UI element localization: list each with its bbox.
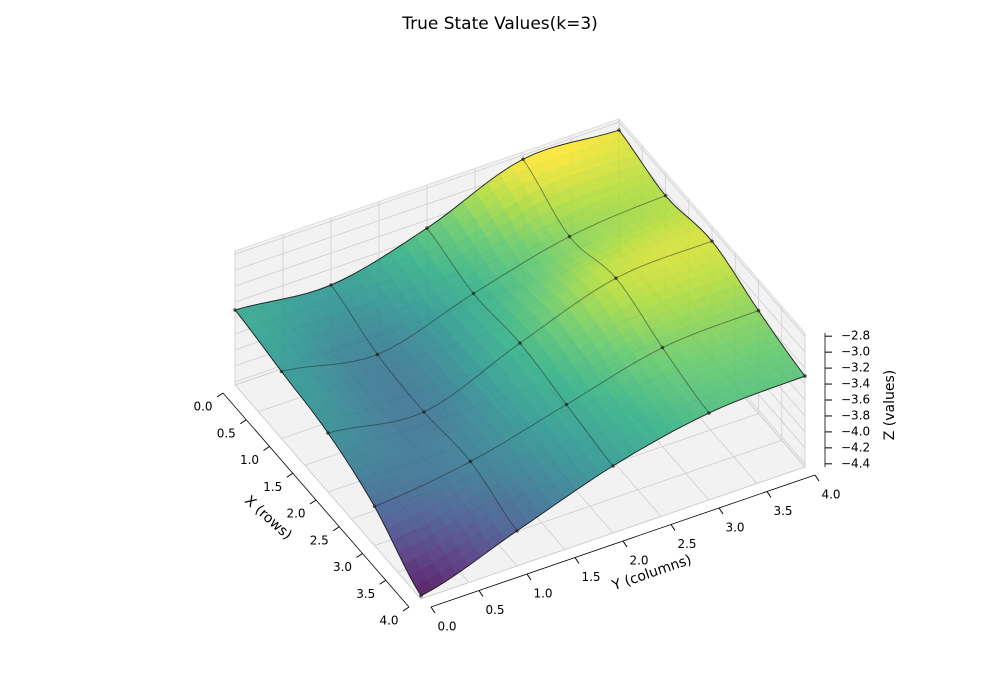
y-tick bbox=[574, 557, 580, 564]
data-point bbox=[567, 234, 572, 239]
data-point bbox=[614, 276, 618, 280]
y-tick-label: 2.5 bbox=[677, 537, 696, 551]
data-point bbox=[518, 341, 522, 345]
surface bbox=[234, 129, 806, 597]
data-point bbox=[521, 157, 525, 161]
y-tick bbox=[622, 540, 628, 548]
data-point bbox=[422, 410, 426, 414]
z-axis-label: Z (values) bbox=[882, 370, 898, 441]
data-point bbox=[611, 464, 615, 468]
z-tick-label: −3.4 bbox=[841, 377, 870, 391]
data-point bbox=[279, 369, 284, 374]
x-tick-label: 2.5 bbox=[310, 533, 329, 547]
x-tick-label: 1.5 bbox=[263, 480, 282, 494]
x-tick bbox=[402, 606, 410, 612]
x-tick-label: 3.0 bbox=[333, 560, 352, 574]
chart-title: True State Values(k=3) bbox=[401, 14, 598, 34]
x-tick-label: 0.5 bbox=[217, 426, 236, 440]
z-tick-label: −3.8 bbox=[841, 408, 870, 422]
z-tick-label: −4.4 bbox=[841, 456, 870, 470]
y-tick bbox=[766, 491, 772, 498]
data-point bbox=[329, 283, 333, 287]
data-point bbox=[419, 594, 423, 598]
y-tick bbox=[718, 507, 724, 515]
data-point bbox=[564, 402, 569, 407]
z-tick-label: −3.0 bbox=[841, 345, 870, 359]
y-tick-label: 3.5 bbox=[773, 504, 792, 518]
data-point bbox=[372, 504, 377, 509]
data-point bbox=[375, 352, 380, 357]
grid-line bbox=[234, 384, 422, 600]
data-point bbox=[468, 459, 473, 464]
y-tick-label: 4.0 bbox=[821, 488, 840, 502]
y-tick bbox=[478, 590, 484, 597]
data-point bbox=[617, 128, 621, 132]
x-tick bbox=[239, 419, 247, 425]
data-point bbox=[663, 193, 668, 198]
z-tick-label: −4.0 bbox=[841, 424, 870, 438]
x-tick bbox=[379, 579, 387, 585]
y-tick bbox=[430, 606, 436, 614]
x-tick bbox=[356, 553, 363, 558]
x-tick bbox=[216, 392, 224, 398]
y-tick bbox=[814, 474, 820, 482]
y-axis-label: Y (columns) bbox=[609, 552, 693, 594]
y-tick-label: 2.0 bbox=[629, 554, 648, 568]
y-tick-label: 3.0 bbox=[725, 521, 744, 535]
x-tick-label: 2.0 bbox=[286, 507, 305, 521]
y-tick bbox=[670, 524, 676, 531]
z-tick-label: −3.2 bbox=[841, 361, 870, 375]
y-tick bbox=[526, 573, 532, 581]
data-point bbox=[710, 239, 714, 243]
y-tick-label: 0.5 bbox=[485, 603, 504, 617]
x-tick bbox=[286, 472, 294, 478]
data-point bbox=[471, 291, 476, 296]
y-tick-label: 1.0 bbox=[533, 587, 552, 601]
y-tick-label: 0.0 bbox=[437, 620, 456, 634]
data-point bbox=[803, 374, 807, 378]
data-point bbox=[233, 308, 237, 312]
grid-line bbox=[618, 121, 806, 337]
data-point bbox=[515, 529, 519, 533]
z-tick-label: −2.8 bbox=[841, 329, 870, 343]
x-tick-label: 0.0 bbox=[193, 400, 212, 414]
x-tick-label: 3.5 bbox=[356, 587, 375, 601]
x-tick-label: 4.0 bbox=[379, 614, 398, 628]
z-tick-label: −4.2 bbox=[841, 440, 870, 454]
data-point bbox=[756, 308, 761, 313]
x-tick-label: 1.0 bbox=[240, 453, 259, 467]
x-tick bbox=[332, 526, 340, 532]
data-point bbox=[707, 411, 711, 415]
data-point bbox=[660, 345, 665, 350]
y-tick-label: 1.5 bbox=[581, 570, 600, 584]
data-point bbox=[425, 226, 429, 230]
x-tick bbox=[263, 446, 270, 451]
z-tick-label: −3.6 bbox=[841, 393, 870, 407]
grid-line bbox=[234, 121, 620, 255]
x-tick bbox=[309, 499, 317, 505]
data-point bbox=[326, 431, 330, 435]
